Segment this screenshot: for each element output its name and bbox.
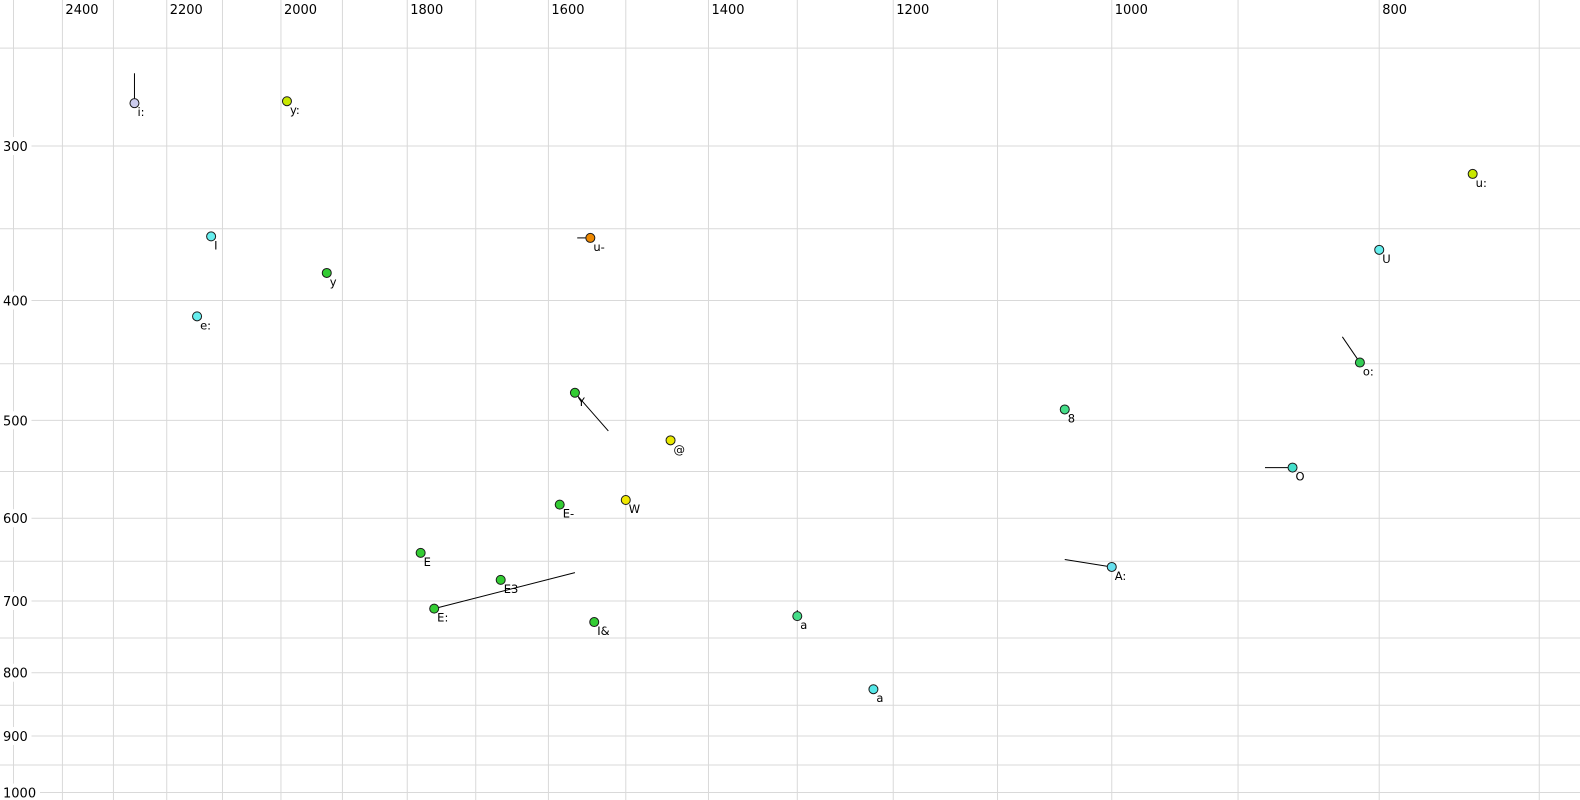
x-tick-label: 2000 (284, 3, 317, 18)
vowel-point-label-o:: o: (1363, 365, 1374, 379)
x-tick-label: 2200 (170, 3, 203, 18)
vowel-point-a (792, 611, 803, 622)
y-tick-label: 500 (3, 414, 28, 429)
y-tick-label-bg (0, 291, 32, 310)
vowel-point-e: (192, 311, 203, 322)
vowel-point-label-A:: A: (1115, 569, 1127, 583)
vowel-point-label-e:: e: (200, 318, 211, 332)
vowel-tail-E: (434, 572, 576, 610)
x-tick-label: 1200 (896, 3, 929, 18)
vowel-tail-o: (1341, 336, 1361, 363)
y-tick-label-bg (0, 783, 40, 800)
vowel-point-label-a: a (800, 618, 807, 632)
vowel-tail-Y (574, 392, 609, 432)
y-tick-label-bg (0, 591, 32, 610)
y-tick-label: 400 (3, 294, 28, 309)
vowel-point-label-8: 8 (1068, 411, 1075, 425)
x-tick-label: 1800 (410, 3, 443, 18)
vowel-point-label-u:: u: (1476, 176, 1487, 190)
vowel-tail-A: (1064, 559, 1112, 568)
y-tick-label: 900 (3, 730, 28, 745)
vowel-point-label-E: E (424, 555, 431, 569)
y-tick-label: 1000 (3, 787, 36, 800)
vowel-point-label-Y: Y (577, 395, 586, 409)
vowel-point-label-i:: i: (137, 105, 144, 119)
vowel-point-U (1374, 244, 1385, 255)
x-tick-label-bg (895, 0, 934, 18)
vowel-point-y (321, 267, 332, 278)
x-tick-label-bg (64, 0, 103, 18)
x-tick-label: 1600 (551, 3, 584, 18)
y-tick-label: 600 (3, 512, 28, 527)
y-tick-label: 300 (3, 140, 28, 155)
vowel-point-o: (1354, 357, 1365, 368)
x-tick-label: 2400 (65, 3, 98, 18)
vowel-point-label-U: U (1382, 252, 1390, 266)
vowel-point-E3 (495, 574, 506, 585)
vowel-point-label-E3: E3 (504, 582, 519, 596)
vowel-point-u: (1467, 168, 1478, 179)
x-tick-label-bg (1113, 0, 1152, 18)
y-tick-label: 700 (3, 595, 28, 610)
x-tick-label-bg (282, 0, 321, 18)
x-tick-label: 800 (1382, 3, 1407, 18)
x-tick-label: 1000 (1115, 3, 1148, 18)
vowel-point-y: (281, 96, 292, 107)
vowel-point-label-y: y (330, 275, 337, 289)
x-tick-label-bg (550, 0, 589, 18)
vowel-point-@ (665, 435, 676, 446)
x-tick-label: 1400 (711, 3, 744, 18)
vowel-point-E: (429, 603, 440, 614)
vowel-point-a (868, 684, 879, 695)
vowel-point-label-u-: u- (593, 240, 604, 254)
vowel-point-label-I: I (214, 238, 217, 252)
vowel-point-E (415, 547, 426, 558)
x-tick-label-bg (1381, 0, 1420, 18)
vowel-point-label-E:: E: (437, 611, 448, 625)
vowel-point-I (206, 231, 217, 242)
y-tick-label-bg (0, 509, 32, 528)
vowel-point-Y (569, 387, 580, 398)
vowel-point-W (620, 495, 631, 506)
vowel-point-O (1287, 462, 1298, 473)
x-tick-label-bg (168, 0, 207, 18)
vowel-point-label-y:: y: (290, 103, 300, 117)
vowel-point-label-@: @ (674, 442, 686, 456)
vowel-point-E- (554, 499, 565, 510)
y-tick-label-bg (0, 663, 32, 682)
vowel-point-u- (585, 232, 596, 243)
y-tick-label-bg (0, 411, 32, 430)
x-tick-label-bg (710, 0, 749, 18)
vowel-point-A: (1106, 561, 1117, 572)
vowel-point-label-a: a (876, 691, 883, 705)
vowel-point-label-O: O (1296, 470, 1305, 484)
y-tick-label-bg (0, 137, 32, 155)
vowel-point-label-I&: I& (597, 624, 609, 638)
vowel-point-8 (1059, 404, 1070, 415)
vowel-point-I& (589, 617, 600, 628)
x-tick-label-bg (409, 0, 448, 18)
vowel-point-label-W: W (629, 502, 640, 516)
y-tick-label: 800 (3, 667, 28, 682)
vowel-point-i: (129, 98, 140, 109)
y-tick-label-bg (0, 726, 32, 745)
vowel-point-label-E-: E- (563, 507, 574, 521)
